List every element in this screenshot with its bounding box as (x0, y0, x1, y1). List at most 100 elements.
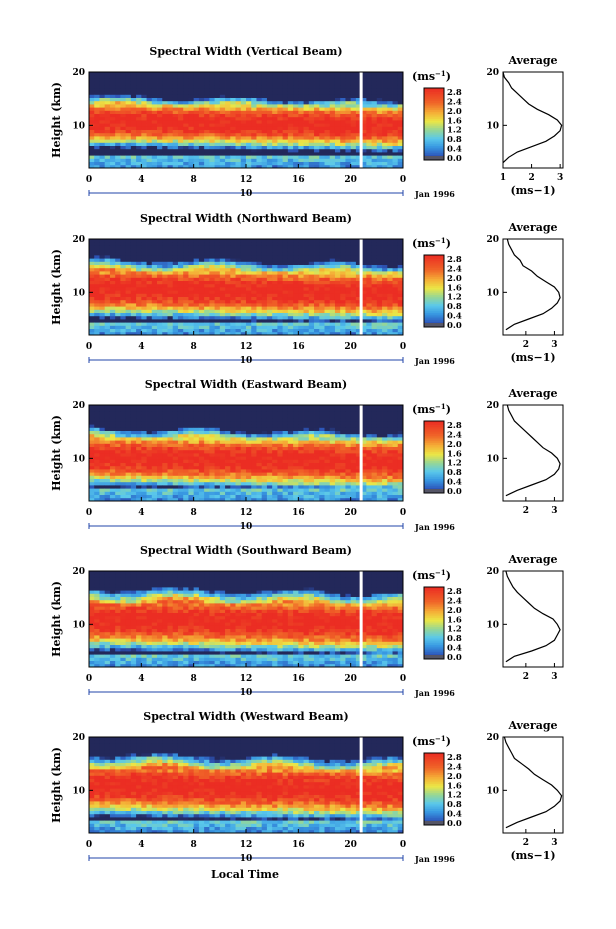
heatmap-cell (172, 94, 179, 98)
heatmap-cell (314, 280, 320, 285)
heatmap-cell (151, 100, 158, 105)
heatmap-cell (89, 97, 95, 102)
heatmap-cell (151, 129, 158, 134)
heatmap-cell (230, 306, 236, 310)
heatmap-cell (261, 440, 268, 444)
heatmap-cell (366, 164, 372, 169)
heatmap-cell (99, 417, 106, 422)
heatmap-cell (120, 248, 127, 253)
heatmap-cell (240, 255, 247, 259)
heatmap-cell (141, 283, 147, 288)
heatmap-cell (151, 319, 158, 323)
heatmap-cell (282, 414, 289, 419)
heatmap-cell (94, 312, 100, 317)
heatmap-cell (266, 136, 273, 140)
heatmap-cell (89, 453, 95, 457)
heatmap-cell (235, 104, 242, 108)
heatmap-cell (293, 75, 299, 79)
y-axis-label: Height (km) (50, 82, 63, 158)
heatmap-cell (376, 91, 383, 95)
heatmap-cell (235, 290, 242, 294)
heatmap-cell (162, 91, 168, 95)
heatmap-cell (251, 274, 257, 278)
heatmap-cell (204, 91, 210, 95)
heatmap-cell (193, 427, 200, 431)
heatmap-cell (120, 164, 127, 169)
heatmap-cell (397, 245, 404, 249)
heatmap-cell (266, 408, 273, 412)
heatmap-cell (125, 293, 132, 297)
heatmap-cell (141, 475, 147, 479)
heatmap-cell (282, 328, 289, 333)
heatmap-cell (256, 145, 263, 150)
heatmap-cell (141, 132, 147, 137)
heatmap-cell (319, 132, 325, 137)
heatmap-cell (308, 283, 315, 288)
heatmap-cell (230, 84, 236, 89)
heatmap-cell (198, 113, 205, 118)
heatmap-cell (298, 264, 304, 269)
heatmap-cell (293, 88, 299, 92)
heatmap-cell (287, 120, 294, 124)
heatmap-cell (230, 315, 236, 320)
heatmap-cell (345, 299, 352, 304)
heatmap-cell (324, 242, 331, 246)
heatmap-cell (277, 299, 284, 304)
heatmap-cell (240, 84, 247, 89)
heatmap-cell (188, 322, 195, 326)
heatmap-cell (214, 443, 221, 447)
heatmap-cell (109, 100, 116, 105)
heatmap-cell (104, 116, 111, 121)
heatmap-cell (376, 290, 383, 294)
heatmap-cell (151, 481, 158, 486)
heatmap-cell (193, 293, 200, 297)
heatmap-cell (151, 255, 158, 259)
heatmap-cell (382, 94, 388, 98)
heatmap-cell (256, 72, 263, 76)
heatmap-cell (371, 91, 378, 95)
heatmap-cell (172, 155, 179, 159)
heatmap-cell (183, 94, 189, 98)
heatmap-cell (355, 283, 362, 288)
heatmap-cell (219, 104, 226, 108)
heatmap-cell (136, 261, 142, 265)
heatmap-cell (272, 312, 278, 317)
heatmap-cell (130, 100, 137, 105)
heatmap-cell (382, 164, 388, 169)
heatmap-cell (340, 91, 346, 95)
heatmap-cell (104, 110, 111, 114)
heatmap-cell (104, 427, 111, 431)
heatmap-cell (125, 261, 132, 265)
heatmap-cell (235, 145, 242, 150)
heatmap-cell (282, 161, 289, 166)
heatmap-cell (172, 145, 179, 150)
heatmap-cell (371, 306, 378, 310)
heatmap-cell (376, 84, 383, 89)
heatmap-cell (382, 126, 388, 130)
heatmap-cell (382, 331, 388, 336)
heatmap-cell (345, 164, 352, 169)
heatmap-cell (329, 245, 336, 249)
heatmap-cell (287, 78, 294, 82)
heatmap-cell (282, 315, 289, 320)
heatmap-cell (287, 296, 294, 301)
heatmap-cell (355, 110, 362, 114)
heatmap-cell (204, 453, 210, 457)
heatmap-cell (392, 91, 399, 95)
heatmap-cell (303, 283, 310, 288)
heatmap-cell (382, 312, 388, 317)
heatmap-cell (251, 293, 257, 297)
heatmap-cell (277, 306, 284, 310)
heatmap-cell (125, 94, 132, 98)
heatmap-cell (334, 126, 341, 130)
heatmap-cell (266, 277, 273, 281)
heatmap-cell (387, 100, 393, 105)
heatmap-cell (261, 91, 268, 95)
heatmap-cell (361, 328, 367, 333)
heatmap-cell (261, 306, 268, 310)
heatmap-cell (209, 283, 215, 288)
heatmap-cell (219, 459, 226, 463)
heatmap-cell (230, 481, 236, 486)
average-x-tick-label: 3 (557, 173, 563, 183)
heatmap-cell (204, 267, 210, 272)
